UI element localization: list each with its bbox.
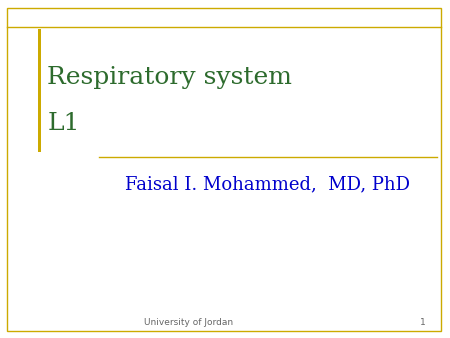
Text: Respiratory system: Respiratory system bbox=[47, 66, 292, 89]
Text: 1: 1 bbox=[420, 318, 426, 327]
Text: University of Jordan: University of Jordan bbox=[144, 318, 234, 327]
Text: Faisal I. Mohammed,  MD, PhD: Faisal I. Mohammed, MD, PhD bbox=[125, 175, 410, 193]
Text: L1: L1 bbox=[47, 112, 80, 135]
